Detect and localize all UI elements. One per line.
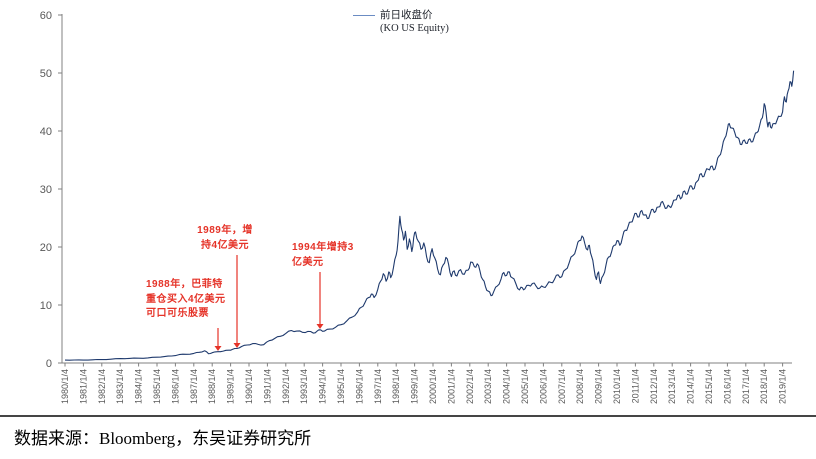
x-axis-tick-label: 1998/1/4 xyxy=(391,369,401,404)
annotation-1994-add-300m: 1994年增持3亿美元 xyxy=(292,242,354,268)
x-axis-tick-label: 2006/1/4 xyxy=(538,369,548,404)
x-axis-tick-label: 2002/1/4 xyxy=(465,369,475,404)
x-axis-tick-label: 1982/1/4 xyxy=(97,369,107,404)
x-axis-tick-label: 2016/1/4 xyxy=(722,369,732,404)
x-axis-tick-label: 1993/1/4 xyxy=(299,369,309,404)
x-axis-tick-label: 1983/1/4 xyxy=(115,369,125,404)
y-axis-tick-label: 30 xyxy=(40,184,52,196)
x-axis-tick-label: 1990/1/4 xyxy=(244,369,254,404)
x-axis-tick-label: 1991/1/4 xyxy=(262,369,272,404)
x-axis-tick-label: 2010/1/4 xyxy=(612,369,622,404)
x-axis-tick-label: 2012/1/4 xyxy=(649,369,659,404)
x-axis-tick-label: 2004/1/4 xyxy=(502,369,512,404)
annotation-1989-add-400m: 1989年，增持4亿美元 xyxy=(197,225,253,251)
x-axis-tick-label: 1986/1/4 xyxy=(170,369,180,404)
x-axis-tick-label: 1981/1/4 xyxy=(78,369,88,404)
x-axis-tick-label: 2000/1/4 xyxy=(428,369,438,404)
y-axis-tick-label: 60 xyxy=(40,10,52,22)
annotation-arrowhead-icon xyxy=(214,346,222,351)
x-axis-tick-label: 2009/1/4 xyxy=(594,369,604,404)
x-axis-tick-label: 2011/1/4 xyxy=(630,369,640,403)
legend-series-label: 前日收盘价 xyxy=(380,10,433,21)
data-source-text: 数据来源：Bloomberg，东吴证券研究所 xyxy=(14,429,312,448)
annotation-arrowhead-icon xyxy=(316,324,324,329)
x-axis-tick-label: 2003/1/4 xyxy=(483,369,493,404)
x-axis-tick-label: 1988/1/4 xyxy=(207,369,217,404)
y-axis-tick-label: 0 xyxy=(46,358,52,370)
x-axis-tick-label: 1985/1/4 xyxy=(152,369,162,404)
x-axis-tick-label: 1999/1/4 xyxy=(410,369,420,404)
x-axis-tick-label: 2017/1/4 xyxy=(741,369,751,404)
x-axis-tick-label: 1984/1/4 xyxy=(134,369,144,404)
legend-series-sublabel: (KO US Equity) xyxy=(380,23,449,35)
x-axis-tick-label: 1996/1/4 xyxy=(354,369,364,404)
annotation-1988-buffett-buy: 1988年，巴菲特重仓买入4亿美元可口可乐股票 xyxy=(146,279,226,319)
x-axis-tick-label: 1997/1/4 xyxy=(373,369,383,404)
x-axis-tick-label: 2015/1/4 xyxy=(704,369,714,404)
y-axis-tick-label: 10 xyxy=(40,300,52,312)
x-axis-tick-label: 1995/1/4 xyxy=(336,369,346,404)
price-line-chart: 0 10 20 30 40 50 60 1980/1/4 1981/1/4 1982/1/4 198… xyxy=(40,10,795,404)
y-axis-tick-label: 40 xyxy=(40,126,52,138)
x-axis-tick-label: 1980/1/4 xyxy=(60,369,70,404)
x-axis-tick-label: 2008/1/4 xyxy=(575,369,585,404)
x-axis-tick-label: 2018/1/4 xyxy=(759,369,769,404)
x-axis-tick-label: 2001/1/4 xyxy=(446,369,456,404)
chart-legend: 前日收盘价 (KO US Equity) xyxy=(353,9,449,35)
y-axis-tick-label: 50 xyxy=(40,68,52,80)
annotation-arrowhead-icon xyxy=(233,343,241,348)
footer-divider xyxy=(0,415,816,417)
price-series-line xyxy=(64,70,795,361)
x-axis-tick-label: 1987/1/4 xyxy=(189,369,199,404)
x-axis-tick-label: 1992/1/4 xyxy=(281,369,291,404)
x-axis-tick-label: 2007/1/4 xyxy=(557,369,567,404)
x-axis-tick-label: 2019/1/4 xyxy=(778,369,788,404)
x-axis-tick-label: 1989/1/4 xyxy=(226,369,236,404)
x-axis-tick-label: 2005/1/4 xyxy=(520,369,530,404)
x-axis-tick-label: 1994/1/4 xyxy=(318,369,328,404)
x-axis-tick-label: 2013/1/4 xyxy=(667,369,677,404)
legend-line-marker xyxy=(353,15,375,16)
x-axis-tick-label: 2014/1/4 xyxy=(686,369,696,404)
y-axis-tick-label: 20 xyxy=(40,242,52,254)
